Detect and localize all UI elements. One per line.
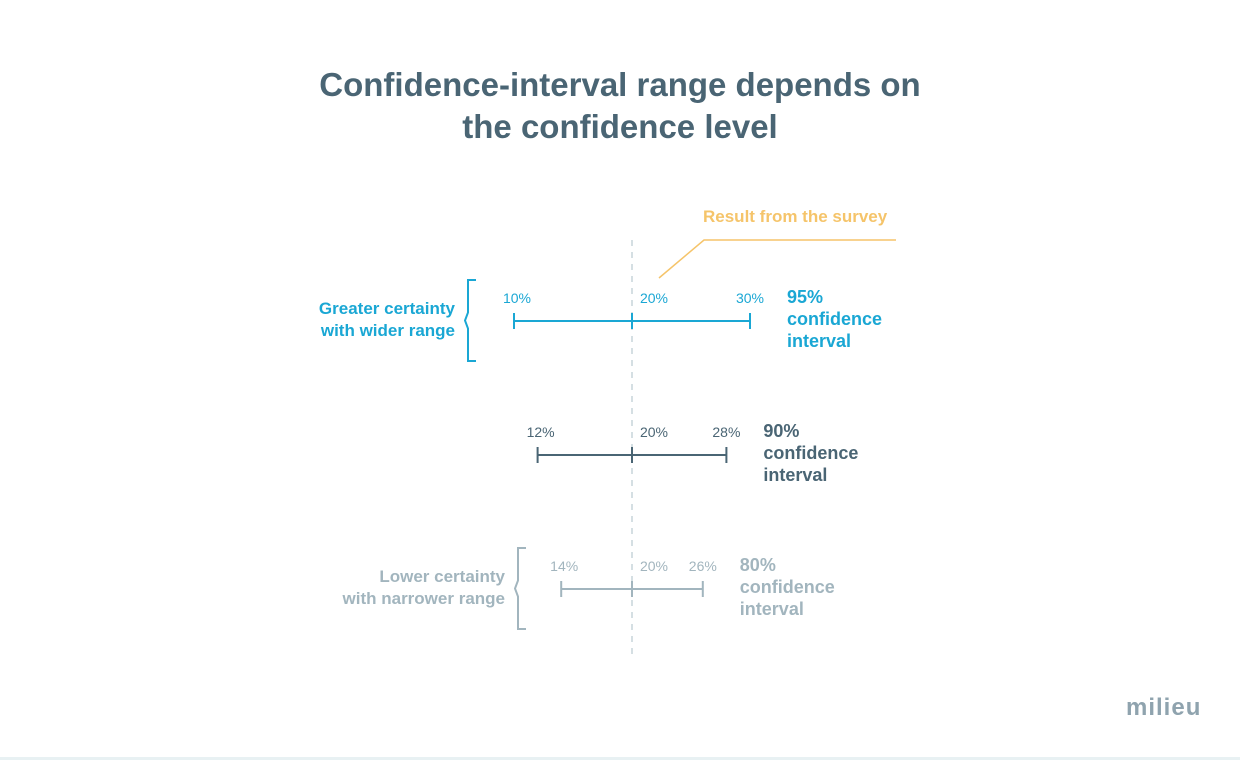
- callout-leader-line: [658, 239, 896, 279]
- greater-certainty-line-1: Greater certainty: [318, 299, 455, 318]
- lower-certainty-line-1: Lower certainty: [379, 567, 505, 586]
- milieu-logo: milieu: [1126, 694, 1202, 721]
- ci-label-95-word1: confidence: [787, 309, 883, 329]
- tick-label-95-low: 10%: [502, 290, 532, 306]
- lower-certainty-brace: [513, 547, 526, 630]
- ci-label-90-level: 90%: [763, 421, 800, 441]
- tick-label-95-mid: 20%: [639, 290, 669, 306]
- lower-certainty-line-2: with narrower range: [342, 589, 505, 608]
- greater-certainty-line-2: with wider range: [320, 321, 455, 340]
- tick-label-90-high: 28%: [712, 424, 741, 440]
- greater-certainty-label: Greater certainty with wider range: [319, 298, 455, 342]
- ci-label-90-word2: interval: [763, 465, 828, 485]
- ci-label-80-word1: confidence: [739, 577, 835, 597]
- title-line-2: the confidence level: [462, 108, 778, 145]
- tick-label-95-high: 30%: [735, 290, 765, 306]
- ci-label-80: 80% confidence interval: [740, 554, 835, 620]
- tick-label-80-mid: 20%: [639, 558, 669, 574]
- diagram-title: Confidence-interval range depends on the…: [0, 64, 1240, 148]
- ci-label-80-level: 80%: [739, 555, 776, 575]
- ci-label-95-level: 95%: [787, 287, 824, 307]
- ci-label-95-word2: interval: [787, 331, 852, 351]
- greater-certainty-brace: [463, 279, 476, 362]
- survey-result-callout: Result from the survey: [703, 207, 888, 226]
- tick-label-90-mid: 20%: [639, 424, 669, 440]
- bottom-divider: [0, 757, 1240, 760]
- title-line-1: Confidence-interval range depends on: [319, 66, 921, 103]
- ci-label-90: 90% confidence interval: [763, 420, 858, 486]
- lower-certainty-label: Lower certainty with narrower range: [343, 566, 505, 610]
- ci-label-80-word2: interval: [739, 599, 804, 619]
- tick-label-80-low: 14%: [550, 558, 579, 574]
- ci-label-90-word1: confidence: [763, 443, 859, 463]
- ci-label-95: 95% confidence interval: [787, 286, 882, 352]
- tick-label-90-low: 12%: [526, 424, 555, 440]
- tick-label-80-high: 26%: [688, 558, 717, 574]
